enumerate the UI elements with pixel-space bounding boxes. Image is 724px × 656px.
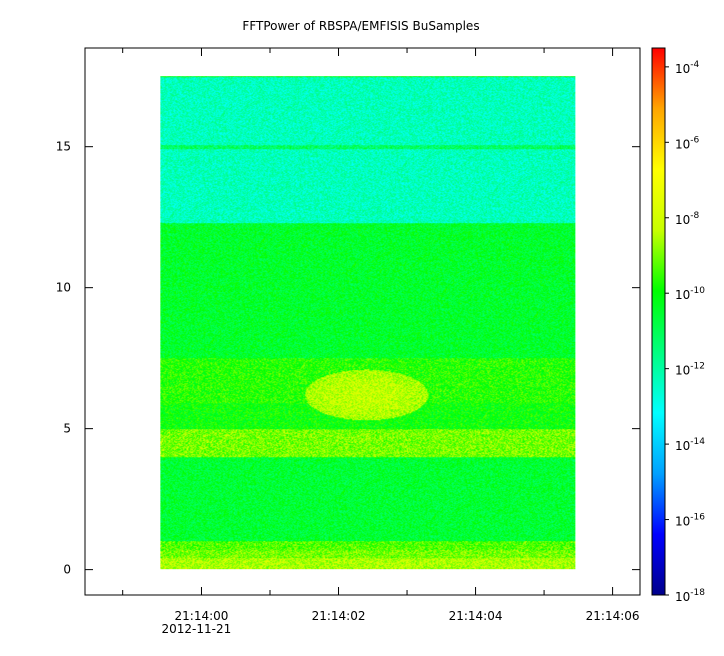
colorbar-tick-label: 10-4 <box>675 60 700 76</box>
colorbar-tick-exponent: -16 <box>690 513 705 523</box>
colorbar-tick-label: 10-14 <box>675 437 705 453</box>
colorbar-tick-label: 10-12 <box>675 362 705 378</box>
colorbar-tick-base: 10 <box>675 515 690 529</box>
x-tick-label: 21:14:04 <box>449 609 503 623</box>
y-tick-label: 5 <box>63 422 71 436</box>
x-tick-sublabel: 2012-11-21 <box>161 622 231 636</box>
colorbar-tick-exponent: -4 <box>690 60 699 70</box>
x-tick-label: 21:14:06 <box>586 609 640 623</box>
colorbar-tick-exponent: -14 <box>690 437 705 447</box>
x-tick-label: 21:14:00 <box>175 609 229 623</box>
spectrogram-heatmap <box>160 76 576 570</box>
y-tick-label: 10 <box>56 281 71 295</box>
y-tick-label: 0 <box>63 563 71 577</box>
colorbar-tick-label: 10-6 <box>675 135 700 151</box>
colorbar-tick-label: 10-18 <box>675 588 705 604</box>
colorbar-tick-exponent: -10 <box>690 286 705 296</box>
colorbar-tick-exponent: -12 <box>690 362 705 372</box>
colorbar-tick-base: 10 <box>675 439 690 453</box>
y-tick-label: 15 <box>56 140 71 154</box>
colorbar-tick-base: 10 <box>675 590 690 604</box>
colorbar-tick-base: 10 <box>675 62 690 76</box>
colorbar-tick-label: 10-10 <box>675 286 705 302</box>
colorbar <box>651 47 666 596</box>
colorbar-tick-exponent: -18 <box>690 588 705 598</box>
y-axis: 0 5 10 15 <box>56 140 640 577</box>
colorbar-tick-base: 10 <box>675 288 690 302</box>
colorbar-tick-base: 10 <box>675 213 690 227</box>
colorbar-tick-label: 10-16 <box>675 513 705 529</box>
x-tick-label: 21:14:02 <box>312 609 366 623</box>
colorbar-tick-base: 10 <box>675 364 690 378</box>
colorbar-tick-base: 10 <box>675 137 690 151</box>
colorbar-tick-exponent: -8 <box>690 211 699 221</box>
colorbar-tick-label: 10-8 <box>675 211 700 227</box>
colorbar-tick-exponent: -6 <box>690 135 699 145</box>
chart-title: FFTPower of RBSPA/EMFISIS BuSamples <box>242 19 479 33</box>
